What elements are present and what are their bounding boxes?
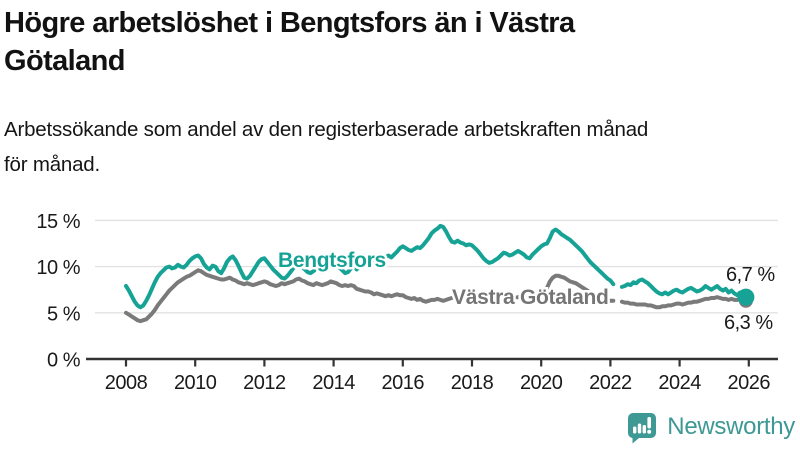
end-dot bbox=[737, 288, 755, 306]
x-axis-tick-label: 2020 bbox=[520, 372, 563, 394]
newsworthy-logo: Newsworthy bbox=[625, 410, 795, 444]
title-line-1: Högre arbetslöshet i Bengtsfors än i Väs… bbox=[4, 7, 575, 39]
title-line-2: Götaland bbox=[4, 45, 125, 77]
page-title: Högre arbetslöshet i Bengtsfors än i Väs… bbox=[4, 4, 575, 80]
bar-chart-speech-bubble-icon bbox=[628, 413, 657, 444]
x-axis-tick-label: 2008 bbox=[105, 372, 148, 394]
x-axis-tick-label: 2010 bbox=[174, 372, 217, 394]
series-label-bengtsfors: Bengtsfors bbox=[278, 249, 386, 272]
series-label-vastra-gotaland: Västra Götaland bbox=[452, 286, 609, 309]
x-axis-tick-label: 2026 bbox=[728, 372, 771, 394]
y-axis-tick-label: 0 % bbox=[47, 350, 81, 372]
x-axis-tick-label: 2014 bbox=[312, 372, 355, 394]
x-axis-tick-label: 2024 bbox=[658, 372, 701, 394]
subtitle-line-2: för månad. bbox=[4, 153, 100, 176]
y-axis-tick-label: 15 % bbox=[36, 211, 80, 233]
series-line-v-stra-g-taland bbox=[124, 268, 616, 324]
y-axis-tick-label: 5 % bbox=[47, 303, 81, 325]
chart-subtitle: Arbetssökande som andel av den registerb… bbox=[4, 112, 648, 182]
end-value-label-bengtsfors: 6,7 % bbox=[726, 264, 775, 286]
end-value-label-vastra-gotaland: 6,3 % bbox=[724, 312, 773, 334]
series-line-v-stra-g-taland bbox=[619, 295, 748, 310]
y-axis-tick-label: 10 % bbox=[36, 257, 80, 279]
x-axis-tick-label: 2016 bbox=[382, 372, 425, 394]
brand-name: Newsworthy bbox=[667, 413, 795, 440]
chart-generated-layer: 0 % 5 % 10 % 15 % 2008 2010 2012 2014 2016 2018 20… bbox=[36, 211, 778, 394]
series-line-bengtsfors bbox=[619, 277, 748, 300]
subtitle-line-1: Arbetssökande som andel av den registerb… bbox=[4, 118, 649, 141]
x-axis-tick-label: 2018 bbox=[451, 372, 494, 394]
series-line-bengtsfors bbox=[124, 223, 616, 310]
x-axis-tick-label: 2022 bbox=[589, 372, 632, 394]
x-axis-tick-label: 2012 bbox=[243, 372, 286, 394]
